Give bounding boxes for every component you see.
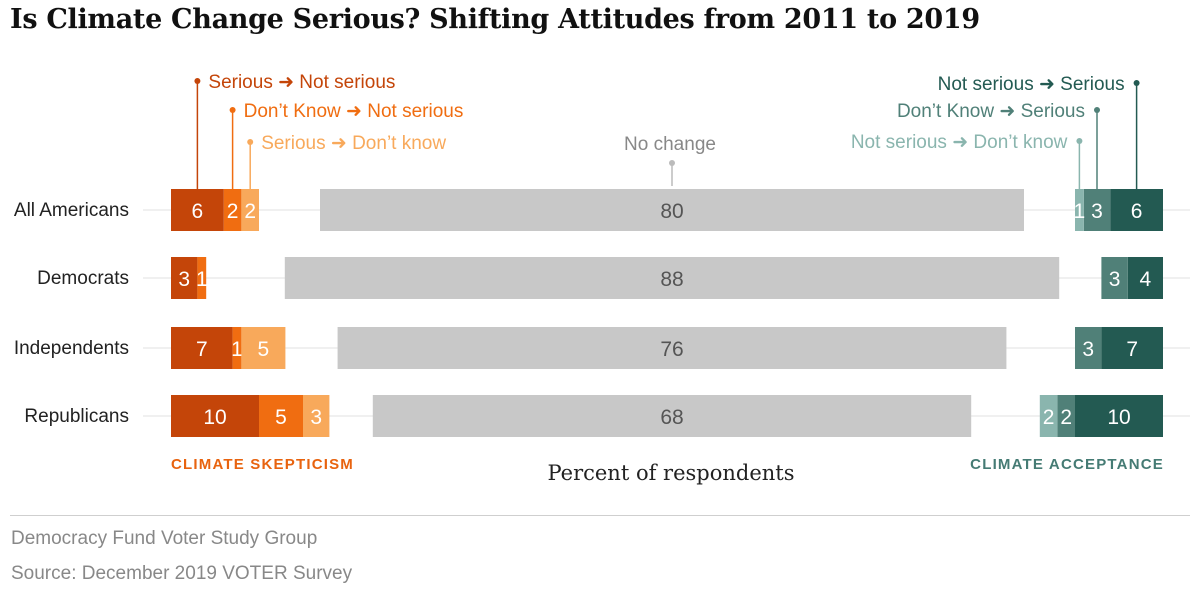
legend-label-no-change: No change — [624, 134, 716, 155]
bar-segment — [320, 189, 1024, 231]
bar-value-label: 7 — [196, 338, 208, 361]
row-label: Republicans — [24, 406, 129, 427]
callout-dot — [247, 139, 254, 145]
bar-value-label: 80 — [660, 200, 683, 223]
bar-value-label: 2 — [227, 200, 239, 223]
bar-segment — [1039, 395, 1058, 437]
bar-segment — [1083, 189, 1111, 231]
callout-dot — [194, 78, 201, 84]
bar-value-label: 3 — [1091, 200, 1103, 223]
footer-source: Source: December 2019 VOTER Survey — [11, 563, 353, 584]
footer-divider — [10, 515, 1190, 516]
bar-value-label: 4 — [1140, 268, 1152, 291]
bar-value-label: 3 — [1109, 268, 1121, 291]
bar-value-label: 3 — [310, 406, 322, 429]
bar-value-label: 5 — [275, 406, 287, 429]
legend-label: Serious ➜ Not serious — [208, 72, 395, 93]
legend-label: Not serious ➜ Serious — [938, 74, 1125, 95]
legend-label: Don’t Know ➜ Serious — [897, 101, 1085, 122]
bar-segment — [1075, 189, 1084, 231]
group-label-skepticism: CLIMATE SKEPTICISM — [171, 456, 354, 473]
bar-segment — [259, 395, 303, 437]
bar-segment — [1075, 395, 1163, 437]
bar-segment — [1057, 395, 1075, 437]
bar-value-label: 10 — [1107, 406, 1130, 429]
bar-value-label: 1 — [1074, 200, 1086, 223]
bar-segment — [1075, 327, 1102, 369]
bar-segment — [171, 327, 233, 369]
bar-segment — [372, 395, 972, 437]
bar-segment — [337, 327, 1007, 369]
bar-value-label: 7 — [1126, 338, 1138, 361]
bar-value-label: 6 — [1131, 200, 1143, 223]
row-label: Democrats — [37, 268, 129, 289]
bar-value-label: 1 — [231, 338, 243, 361]
footer-organization: Democracy Fund Voter Study Group — [11, 528, 318, 549]
bar-segment — [1101, 257, 1128, 299]
bar-segment — [1110, 189, 1163, 231]
bar-value-label: 88 — [660, 268, 683, 291]
row-label: Independents — [14, 338, 129, 359]
bar-value-label: 1 — [196, 268, 208, 291]
bar-segment — [223, 189, 242, 231]
chart-title: Is Climate Change Serious? Shifting Atti… — [10, 4, 980, 35]
bar-value-label: 2 — [244, 200, 256, 223]
callout-dot — [669, 160, 675, 166]
bar-value-label: 6 — [192, 200, 204, 223]
callout-dot — [1133, 80, 1140, 86]
bar-segment — [241, 327, 286, 369]
bar-segment — [303, 395, 330, 437]
bar-segment — [171, 257, 198, 299]
legend-label: Don’t Know ➜ Not serious — [244, 101, 464, 122]
legend-label: Not serious ➜ Don’t know — [851, 132, 1068, 153]
bar-value-label: 10 — [203, 406, 226, 429]
bar-segment — [197, 257, 207, 299]
callout-dot — [229, 107, 236, 113]
bar-value-label: 3 — [178, 268, 190, 291]
callout-dot — [1076, 138, 1083, 144]
x-axis-label: Percent of respondents — [547, 461, 794, 485]
bar-value-label: 3 — [1082, 338, 1094, 361]
bar-segment — [1127, 257, 1163, 299]
bar-value-label: 2 — [1060, 406, 1072, 429]
bar-value-label: 2 — [1043, 406, 1055, 429]
row-label: All Americans — [14, 200, 129, 221]
bar-segment — [171, 395, 259, 437]
bar-segment — [241, 189, 259, 231]
bar-segment — [171, 189, 224, 231]
group-label-acceptance: CLIMATE ACCEPTANCE — [970, 456, 1164, 473]
bar-segment — [284, 257, 1060, 299]
bar-value-label: 68 — [660, 406, 683, 429]
callout-dot — [1094, 107, 1100, 113]
bar-value-label: 76 — [660, 338, 683, 361]
bar-value-label: 5 — [258, 338, 270, 361]
bar-segment — [1101, 327, 1163, 369]
legend-label: Serious ➜ Don’t know — [261, 133, 446, 154]
bar-segment — [232, 327, 242, 369]
